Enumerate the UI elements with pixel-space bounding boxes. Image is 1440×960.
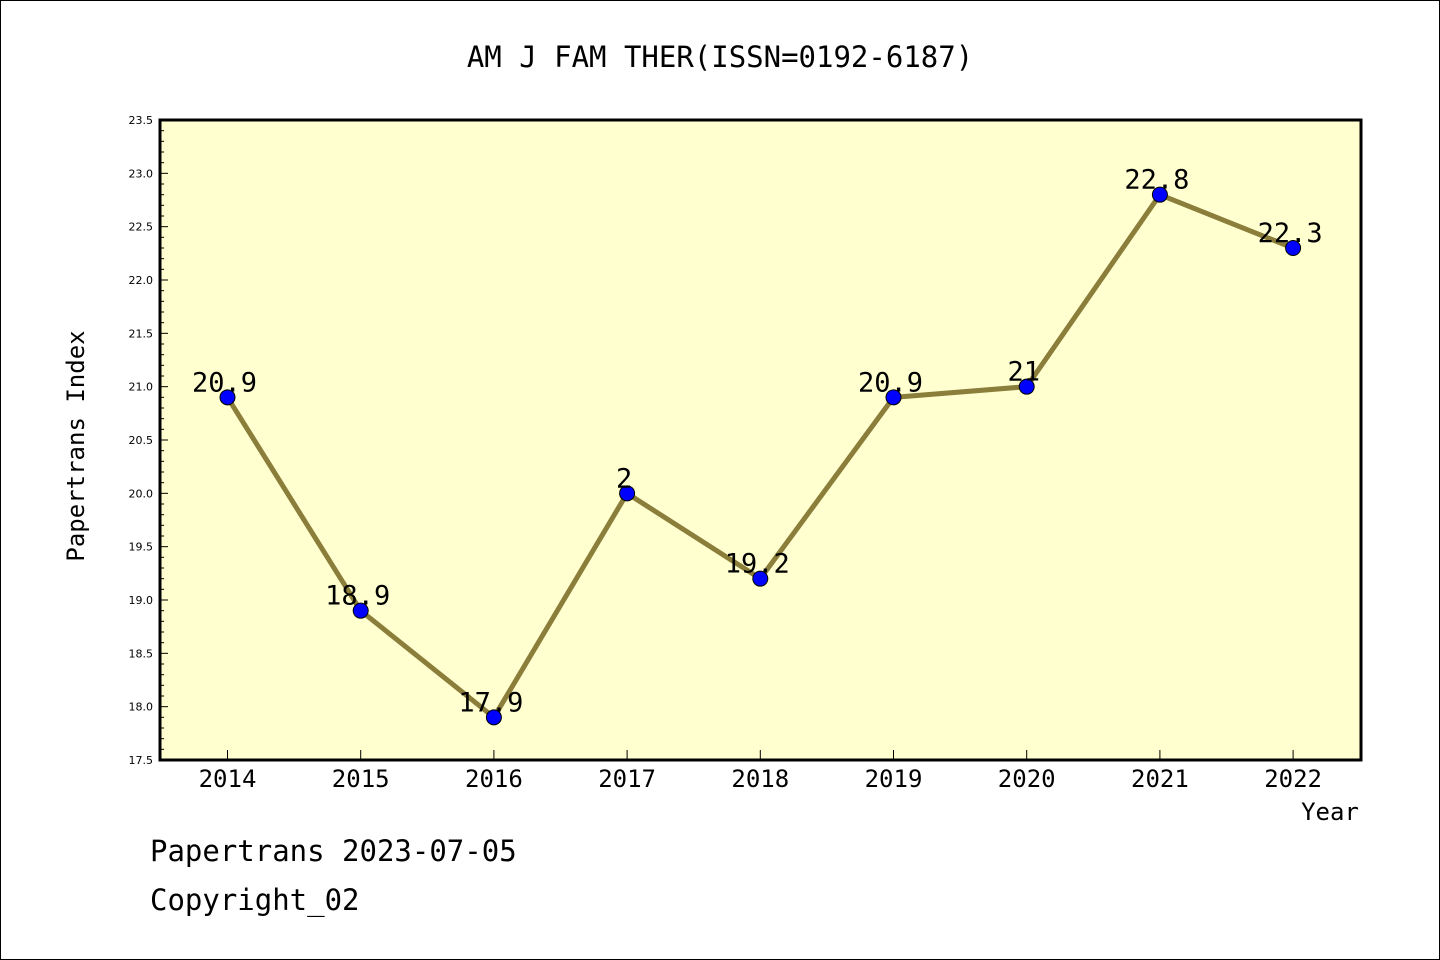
x-tick-label: 2022 <box>1264 765 1322 793</box>
data-label: 22.8 <box>1124 165 1189 196</box>
data-label: 2 <box>616 463 632 494</box>
data-point <box>485 709 502 726</box>
data-labels: 20.9 18.9 17.9 2 19.2 20.9 21 22.8 22.3 <box>192 165 1323 719</box>
data-point <box>1151 186 1168 203</box>
y-tick-label: 22.5 <box>129 221 154 234</box>
plot-border <box>158 118 1363 762</box>
data-point <box>1018 378 1035 395</box>
x-tick-label: 2019 <box>865 765 923 793</box>
data-label: 17.9 <box>458 687 523 718</box>
data-point <box>1285 240 1302 256</box>
y-tick-label: 22.0 <box>129 274 154 287</box>
x-tick-label: 2017 <box>598 765 656 793</box>
x-tick-label: 2014 <box>199 765 257 793</box>
data-point <box>219 389 236 406</box>
y-tick-label: 18.0 <box>129 701 154 714</box>
series-papertrans-index <box>219 186 1302 726</box>
y-tick-label: 23.5 <box>129 114 154 127</box>
x-axis-label: Year <box>1301 798 1359 826</box>
y-tick-label: 21.0 <box>129 381 154 394</box>
data-label: 21 <box>1007 357 1040 388</box>
y-tick-label: 20.5 <box>129 434 154 447</box>
data-point <box>752 570 769 587</box>
data-label: 20.9 <box>192 367 257 398</box>
footer-copyright: Copyright_02 <box>150 883 360 917</box>
footer-brand: Papertrans 2023-07-05 <box>150 834 517 868</box>
y-tick-label: 19.0 <box>129 594 154 607</box>
y-axis: 17.5 18.0 18.5 19.0 19.5 20.0 20.5 21.0 21.5 22.0… <box>129 114 168 767</box>
x-tick-label: 2021 <box>1131 765 1189 793</box>
data-label: 18.9 <box>325 581 390 612</box>
data-point <box>885 389 902 406</box>
x-axis: 2014 2015 2016 2017 2018 2019 2020 2021 2022 <box>199 750 1322 793</box>
data-point <box>619 485 636 502</box>
chart-title: AM J FAM THER(ISSN=0192-6187) <box>467 40 973 74</box>
x-tick-label: 2020 <box>998 765 1056 793</box>
x-tick-label: 2018 <box>731 765 789 793</box>
data-label: 19.2 <box>725 549 790 580</box>
data-point <box>352 602 369 619</box>
y-tick-label: 19.5 <box>129 541 154 554</box>
plot-area <box>160 120 1361 760</box>
y-tick-label: 21.5 <box>129 327 154 340</box>
y-tick-label: 18.5 <box>129 647 154 660</box>
x-tick-label: 2015 <box>332 765 390 793</box>
data-label: 20.9 <box>858 367 923 398</box>
data-label: 22.3 <box>1258 218 1323 249</box>
x-tick-label: 2016 <box>465 765 523 793</box>
y-tick-label: 20.0 <box>129 487 154 500</box>
y-axis-label: Papertrans Index <box>62 330 90 561</box>
y-tick-label: 17.5 <box>129 754 154 767</box>
y-tick-label: 23.0 <box>129 167 154 180</box>
